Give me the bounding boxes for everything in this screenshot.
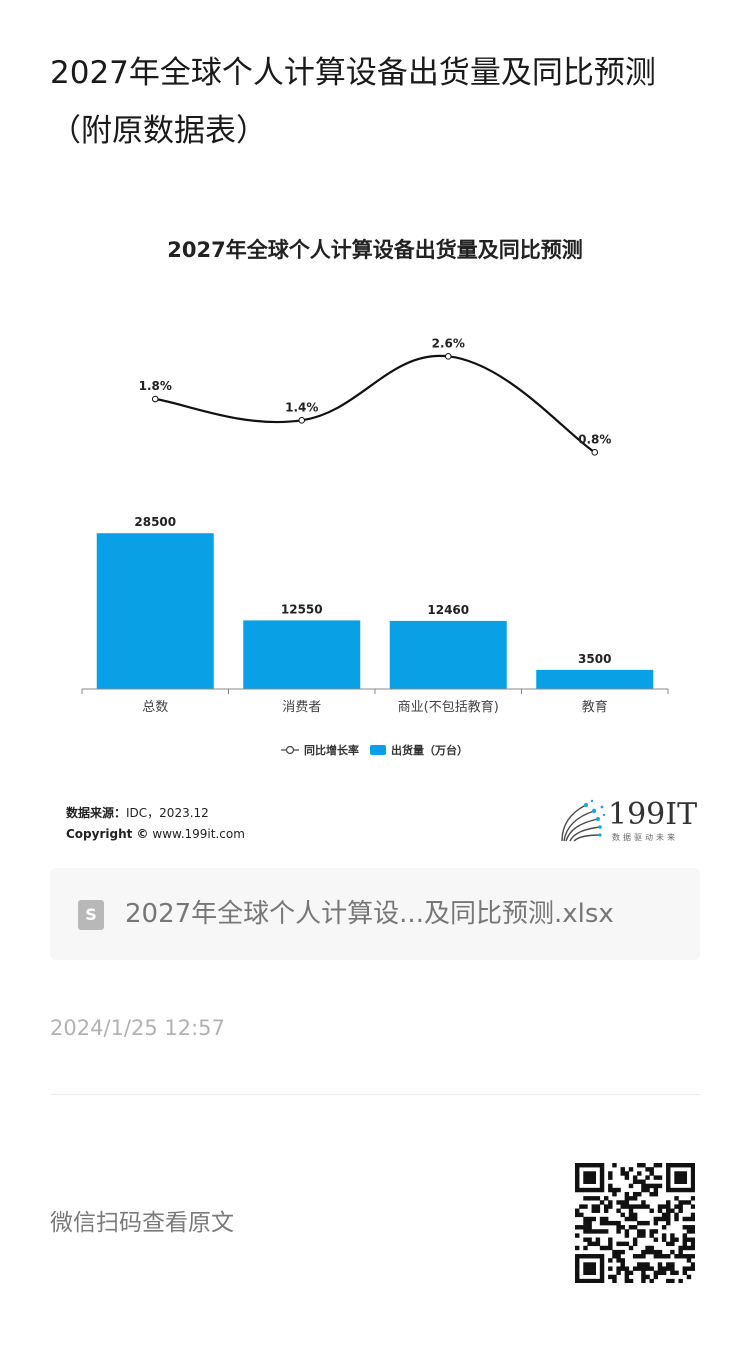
publish-timestamp: 2024/1/25 12:57: [50, 1016, 225, 1040]
199it-logo: 199IT 数据驱动未来: [558, 797, 698, 847]
source-text: IDC，2023.12: [126, 806, 209, 820]
bar-3: [536, 669, 654, 689]
x-tick-label-0: 总数: [142, 700, 168, 715]
divider: [50, 1094, 700, 1095]
article-title: 2027年全球个人计算设备出货量及同比预测（附原数据表）: [50, 55, 656, 149]
logo-text: 199IT: [608, 797, 698, 832]
chart-title: 2027年全球个人计算设备出货量及同比预测: [167, 238, 582, 262]
legend-label-line: 同比增长率: [304, 743, 359, 757]
bar-1: [243, 620, 361, 689]
source-label: 数据来源：: [66, 806, 127, 820]
legend-line-marker: [285, 745, 295, 755]
bar-value-label-1: 12550: [281, 602, 323, 616]
data-source: 数据来源：IDC，2023.12 Copyright © www.199it.c…: [66, 803, 245, 845]
bar-2: [389, 620, 507, 689]
legend-label-bar: 出货量（万台）: [391, 743, 468, 757]
legend-bar-swatch: [370, 745, 386, 755]
growth-rate-line: [155, 354, 596, 454]
bar-value-label-0: 28500: [134, 515, 176, 529]
qr-code-icon[interactable]: [575, 1163, 695, 1283]
line-value-label-2: 2.6%: [432, 336, 465, 350]
line-point-3: [591, 449, 599, 456]
copyright-text: www.199it.com: [152, 827, 245, 841]
x-tick-label-2: 商业(不包括教育): [398, 699, 499, 715]
attachment-file-name[interactable]: 2027年全球个人计算设...及同比预测.xlsx: [125, 899, 614, 929]
chart-legend: 同比增长率 出货量（万台）: [281, 743, 468, 757]
scan-prompt: 微信扫码查看原文: [50, 1210, 234, 1236]
bar-value-label-3: 3500: [578, 652, 611, 666]
x-tick-label-3: 教育: [582, 699, 608, 715]
logo-tagline: 数据驱动未来: [612, 833, 678, 842]
line-value-label-1: 1.4%: [285, 400, 318, 414]
chart-card: 2027年全球个人计算设备出货量及同比预测 28500 12550 12460 350…: [50, 205, 700, 860]
spreadsheet-file-icon: S: [78, 900, 104, 930]
line-point-0: [151, 395, 159, 403]
logo-dots-icon: [561, 799, 606, 842]
attachment-file-card[interactable]: S 2027年全球个人计算设...及同比预测.xlsx: [50, 868, 700, 960]
chart: 2027年全球个人计算设备出货量及同比预测 28500 12550 12460 350…: [81, 238, 669, 757]
copyright-label: Copyright ©: [66, 827, 149, 841]
line-value-label-0: 1.8%: [139, 379, 172, 393]
line-value-label-3: 0.8%: [578, 432, 611, 446]
bar-value-label-2: 12460: [427, 603, 469, 617]
x-tick-label-1: 消费者: [282, 700, 321, 715]
bar-0: [96, 533, 214, 689]
line-point-2: [444, 353, 452, 360]
line-point-1: [298, 417, 306, 424]
